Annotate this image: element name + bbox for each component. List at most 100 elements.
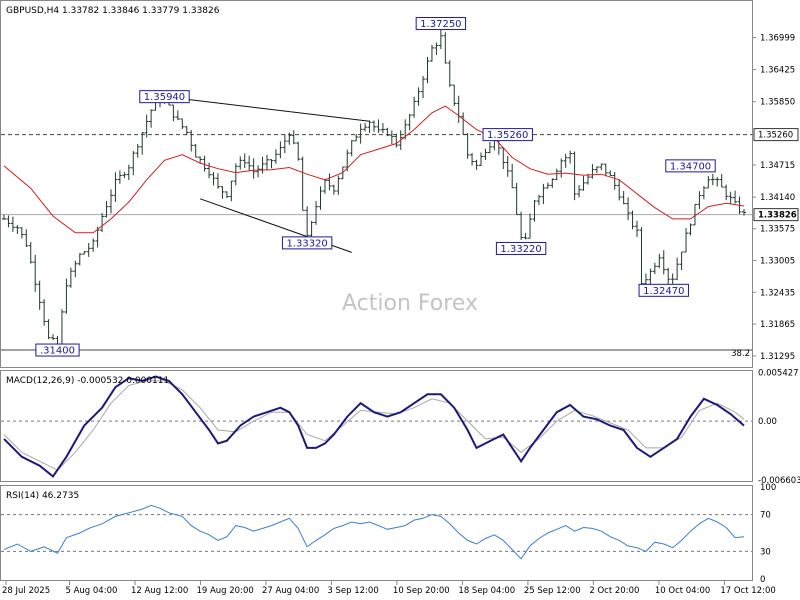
candle [523,232,528,240]
candle [215,173,220,189]
rsi-line [3,504,745,560]
candle [670,273,675,285]
candle [532,200,537,222]
candle [719,174,724,188]
candle [510,163,515,189]
candle [363,122,368,132]
candle [68,267,73,288]
candle [648,268,653,285]
candle [322,178,327,194]
time-tick-label: 18 Sep 04:00 [458,586,515,596]
price-tick-label: 1.36425 [760,66,795,76]
macd-title: MACD(12,26,9) -0.000532 0.000111 [6,376,169,386]
candle [108,189,113,214]
candle [180,118,185,130]
rsi-tick-label: 0 [760,575,765,585]
price-tick-label: 1.31295 [760,352,795,362]
candle [189,130,194,152]
candle [461,112,466,135]
candle [679,251,684,271]
price-tick-label: 1.34140 [760,193,795,203]
candle [372,120,376,132]
candle [256,165,261,178]
candle [728,191,733,204]
candle [336,175,341,195]
price-tick-label: 1.32435 [760,288,795,298]
candle [104,200,109,218]
watermark: Action Forex [342,291,478,316]
fib-label: 38.2 [731,349,750,359]
candle [559,158,564,178]
price-label: 1.35940 [139,90,190,104]
candle [697,191,702,210]
candle [389,130,394,144]
candle [28,241,33,264]
price-label-text: 1.34700 [670,161,711,172]
candle [380,123,385,134]
candle [15,225,20,234]
candle [300,156,305,211]
candle [46,319,51,340]
price-label: 1.37250 [415,17,467,31]
candle [247,155,252,172]
candle [692,203,697,226]
macd-signal-line [3,380,745,471]
price-label: 1.34700 [665,159,716,173]
candle [447,60,452,88]
candle [581,176,586,191]
candle [91,238,96,252]
candle [577,185,582,198]
candle [501,147,506,170]
candle [394,133,399,148]
rsi-tick-label: 30 [760,547,771,557]
candle [82,251,87,255]
candle [100,212,105,233]
candle [701,185,706,200]
candle [608,170,613,177]
price-tick-label: 1.34715 [760,161,795,171]
candle [33,254,38,292]
candle [238,156,243,170]
rsi-axis: 100 70 30 0 [760,483,776,585]
candle [229,180,234,202]
candle [318,186,323,210]
candle [666,267,671,287]
candle [314,200,319,225]
price-annotations: 1.37250 1.35940 1.35260 1.34700 1.33320 1.332… [35,17,716,357]
candle [621,191,626,205]
time-tick-label: 27 Aug 04:00 [262,586,319,596]
candle [599,163,604,171]
candle [452,84,457,107]
candle [465,133,470,159]
candle [198,156,203,163]
time-tick-label: 25 Sep 12:00 [524,586,581,596]
candle [528,213,533,239]
candle [585,173,590,185]
candle [657,253,662,269]
candle [140,132,145,155]
candle [483,148,488,160]
candle [635,220,640,237]
price-label-text: 1.37250 [420,19,461,30]
candle [296,141,301,161]
candle [202,155,207,172]
candle [331,184,336,195]
candle [144,114,149,138]
candle [354,133,359,142]
time-tick-label: 19 Aug 20:00 [196,586,253,596]
candle [224,191,229,199]
candle [505,155,510,177]
candle [135,144,140,158]
time-tick-label: 10 Sep 20:00 [393,586,450,596]
candle [715,177,720,187]
rsi-panel-frame [0,485,753,581]
candle [59,309,64,347]
moving-average-line [3,105,745,234]
candle [367,120,372,133]
candle [184,126,189,136]
candle [536,194,541,205]
candle [617,179,622,201]
time-tick-label: 5 Aug 04:00 [65,586,117,596]
price-label-text: 1.35260 [487,130,528,141]
price-label-text: 1.32470 [643,286,684,297]
